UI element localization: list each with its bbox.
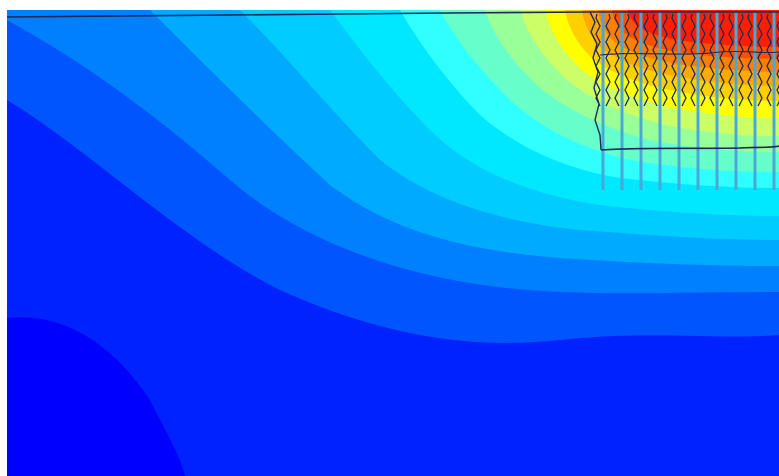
rod-contour-9 (747, 13, 763, 107)
contour-bands (7, 10, 779, 476)
rod-contour-6 (690, 13, 706, 107)
block-left-outline (589, 11, 602, 151)
rod-contour-8 (728, 13, 744, 107)
rod-contour-5 (671, 13, 687, 107)
surface-outline (6, 11, 779, 18)
rod-array (595, 12, 779, 190)
rod-contour-10 (766, 13, 779, 107)
rod-contour-1 (595, 13, 611, 107)
rod-contour-4 (652, 13, 668, 107)
block-bottom-outline (600, 145, 779, 151)
rod-contour-3 (633, 13, 649, 107)
rod-contour-7 (709, 13, 725, 107)
domain-outlines (6, 11, 779, 151)
block-inner-outline (599, 50, 779, 56)
rod-contour-2 (614, 13, 630, 107)
